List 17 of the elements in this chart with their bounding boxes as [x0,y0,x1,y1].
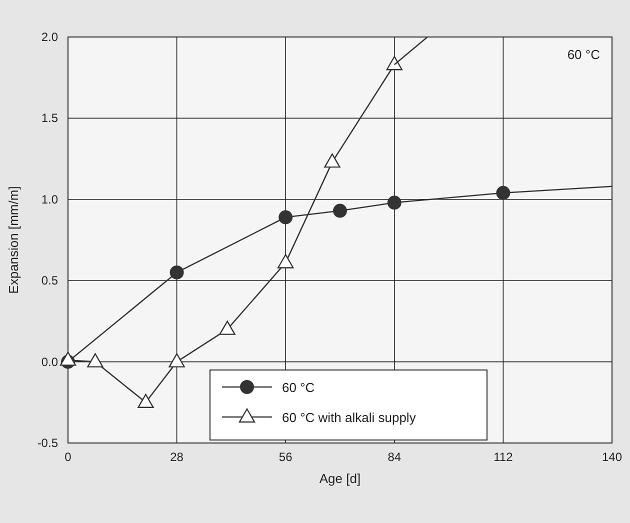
annotation: 60 °C [567,47,600,62]
y-tick-label: 0.5 [41,274,58,288]
y-tick-label: 2.0 [41,30,58,44]
x-tick-label: 84 [388,450,402,464]
y-tick-label: -0.5 [37,436,58,450]
y-axis-title: Expansion [mm/m] [6,186,21,294]
x-axis-title: Age [d] [319,471,361,486]
y-tick-label: 1.5 [41,111,58,126]
legend-label: 60 °C with alkali supply [282,410,416,425]
x-tick-label: 140 [602,450,622,464]
legend-label: 60 °C [282,380,315,395]
y-tick-label: 1.0 [41,192,58,206]
x-tick-label: 56 [278,450,293,464]
x-tick-label: 0 [64,450,72,464]
x-tick-label: 28 [170,450,184,464]
x-tick-label: 112 [494,450,514,464]
y-tick-label: 0.0 [41,354,58,369]
